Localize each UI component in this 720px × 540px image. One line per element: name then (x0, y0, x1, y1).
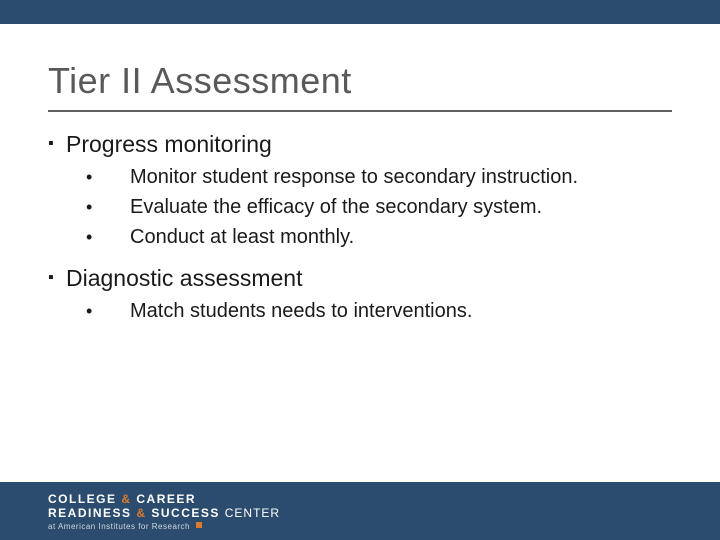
title-rule (48, 110, 672, 112)
ampersand-icon: & (136, 506, 146, 520)
top-bar (0, 0, 720, 24)
footer-logo: COLLEGE & CAREER READINESS & SUCCESS CEN… (48, 492, 280, 531)
list-item: • Evaluate the efficacy of the secondary… (86, 194, 672, 220)
square-bullet-icon: ▪ (48, 130, 66, 158)
footer-word: CAREER (136, 492, 196, 506)
dot-bullet-icon: • (86, 164, 130, 190)
footer-word: COLLEGE (48, 492, 117, 506)
square-bullet-icon: ▪ (48, 264, 66, 292)
footer-logo-line1: COLLEGE & CAREER (48, 492, 280, 506)
dot-bullet-icon: • (86, 224, 130, 250)
section-label: Diagnostic assessment (66, 264, 303, 292)
footer-logo-line2: READINESS & SUCCESS CENTER (48, 506, 280, 520)
list-item-text: Match students needs to interventions. (130, 298, 472, 324)
dot-bullet-icon: • (86, 298, 130, 324)
content: ▪ Progress monitoring • Monitor student … (48, 130, 672, 324)
footer-word: SUCCESS (151, 506, 220, 520)
list-item: • Conduct at least monthly. (86, 224, 672, 250)
footer-word: CENTER (225, 506, 280, 520)
dot-bullet-icon: • (86, 194, 130, 220)
slide: Tier II Assessment ▪ Progress monitoring… (0, 0, 720, 540)
footer-bar: COLLEGE & CAREER READINESS & SUCCESS CEN… (0, 482, 720, 540)
section-heading: ▪ Progress monitoring (48, 130, 672, 158)
list-item: • Match students needs to interventions. (86, 298, 672, 324)
section-label: Progress monitoring (66, 130, 272, 158)
footer-subtext: at American Institutes for Research (48, 522, 280, 531)
list-item-text: Evaluate the efficacy of the secondary s… (130, 194, 542, 220)
list-item-text: Monitor student response to secondary in… (130, 164, 578, 190)
square-accent-icon (196, 522, 202, 528)
footer-word: READINESS (48, 506, 132, 520)
list-item: • Monitor student response to secondary … (86, 164, 672, 190)
list-item-text: Conduct at least monthly. (130, 224, 354, 250)
footer-sub-label: at American Institutes for Research (48, 522, 190, 531)
ampersand-icon: & (121, 492, 131, 506)
section-heading: ▪ Diagnostic assessment (48, 264, 672, 292)
slide-title: Tier II Assessment (48, 60, 720, 102)
